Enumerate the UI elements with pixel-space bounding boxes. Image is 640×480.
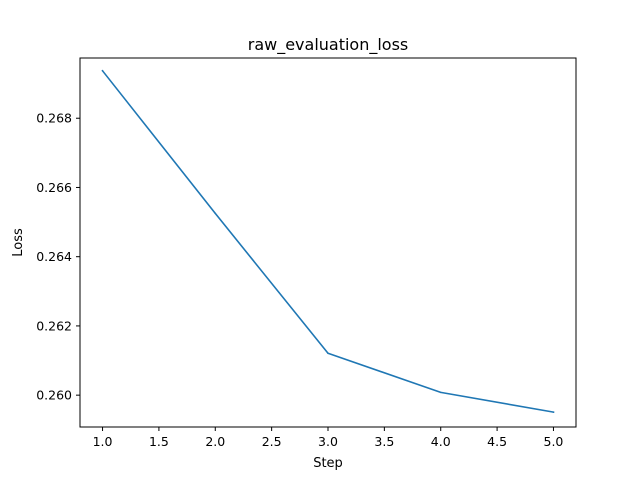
- x-tick-label: 1.0: [93, 434, 113, 449]
- x-tick-label: 1.5: [149, 434, 169, 449]
- data-point: [327, 352, 329, 355]
- plot-area: [101, 69, 555, 414]
- y-tick-label: 0.262: [36, 318, 72, 333]
- x-tick-label: 4.5: [487, 434, 507, 449]
- x-tick-label: 5.0: [544, 434, 564, 449]
- data-point: [439, 391, 442, 394]
- y-axis: 0.260 0.262 0.264 0.266 0.268: [36, 111, 80, 403]
- x-tick-label: 2.0: [205, 434, 225, 449]
- data-point: [214, 212, 217, 215]
- y-tick-label: 0.260: [36, 388, 72, 403]
- x-tick-label: 4.0: [431, 434, 451, 449]
- data-point: [101, 70, 104, 72]
- x-tick-label: 2.5: [262, 434, 282, 449]
- x-axis-label: Step: [313, 456, 343, 471]
- x-tick-label: 3.0: [318, 434, 338, 449]
- y-tick-label: 0.264: [36, 249, 72, 264]
- x-tick-label: 3.5: [374, 434, 394, 449]
- x-axis: 1.0 1.5 2.0 2.5 3.0 3.5 4.0 4.5 5.0: [93, 427, 564, 449]
- y-tick-label: 0.268: [36, 111, 72, 126]
- y-axis-label: Loss: [11, 228, 26, 257]
- y-tick-label: 0.266: [36, 180, 72, 195]
- chart-title: raw_evaluation_loss: [248, 35, 409, 55]
- data-point: [552, 411, 555, 413]
